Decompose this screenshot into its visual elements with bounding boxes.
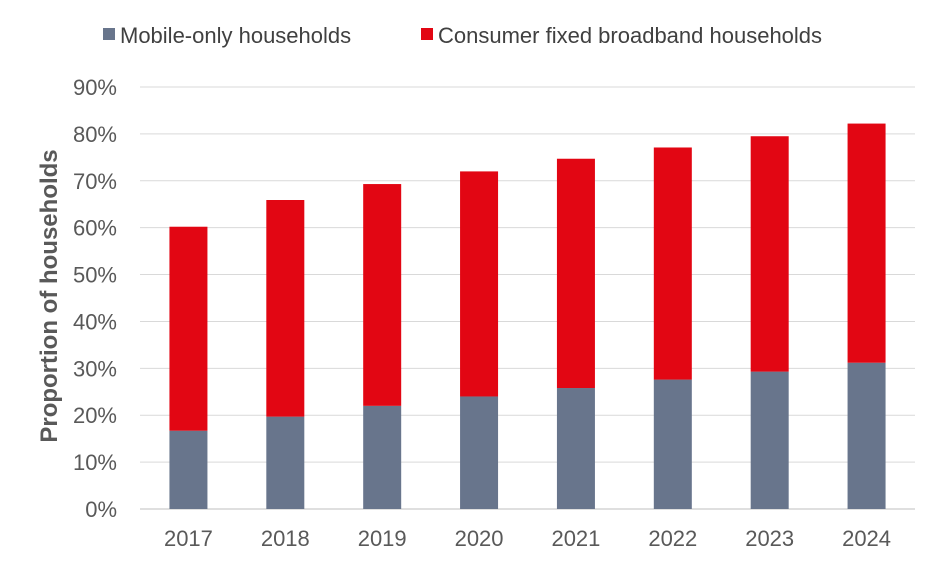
y-axis-title: Proportion of households	[36, 149, 63, 442]
y-tick-label-80: 80%	[73, 122, 117, 147]
bar-2019-mobile-only	[363, 405, 402, 509]
x-tick-label-2017: 2017	[164, 526, 213, 551]
bar-2019-fixed-broadband	[363, 184, 402, 406]
y-tick-label-40: 40%	[73, 309, 117, 334]
x-axis-ticks: 2017 2018 2019 2020 2021 2022 2023 2024	[164, 526, 891, 551]
legend-label-mobile-only: Mobile-only households	[120, 23, 351, 48]
bar-2023-fixed-broadband	[750, 136, 789, 372]
bar-2023-mobile-only	[750, 371, 789, 509]
x-tick-label-2022: 2022	[648, 526, 697, 551]
x-tick-label-2023: 2023	[745, 526, 794, 551]
bar-2020-mobile-only	[460, 396, 499, 509]
y-tick-label-30: 30%	[73, 356, 117, 381]
bar-2022-mobile-only	[653, 379, 692, 509]
y-tick-label-90: 90%	[73, 75, 117, 100]
bar-2024-mobile-only	[847, 362, 886, 509]
bar-2021-fixed-broadband	[556, 158, 595, 389]
x-tick-label-2019: 2019	[358, 526, 407, 551]
bar-2022-fixed-broadband	[653, 147, 692, 380]
x-tick-label-2018: 2018	[261, 526, 310, 551]
bar-2018-mobile-only	[266, 416, 305, 509]
x-tick-label-2021: 2021	[551, 526, 600, 551]
y-tick-label-20: 20%	[73, 403, 117, 428]
y-tick-label-70: 70%	[73, 169, 117, 194]
y-tick-label-50: 50%	[73, 263, 117, 288]
bar-2020-fixed-broadband	[460, 171, 499, 397]
bar-2018-fixed-broadband	[266, 200, 305, 417]
x-tick-label-2024: 2024	[842, 526, 891, 551]
gridlines	[140, 86, 915, 510]
x-tick-label-2020: 2020	[455, 526, 504, 551]
bar-2017-fixed-broadband	[169, 226, 208, 431]
bar-2021-mobile-only	[556, 388, 595, 509]
y-tick-label-10: 10%	[73, 450, 117, 475]
legend-swatch-fixed-broadband	[421, 28, 433, 40]
bar-2017-mobile-only	[169, 430, 208, 509]
legend-label-fixed-broadband: Consumer fixed broadband households	[438, 23, 822, 48]
legend-swatch-mobile-only	[103, 28, 115, 40]
legend: Mobile-only households Consumer fixed br…	[103, 23, 822, 48]
y-axis-ticks: 0% 10% 20% 30% 40% 50% 60% 70% 80% 90%	[73, 75, 117, 522]
bar-2024-fixed-broadband	[847, 123, 886, 363]
y-tick-label-0: 0%	[85, 497, 117, 522]
bars	[169, 123, 886, 509]
y-tick-label-60: 60%	[73, 216, 117, 241]
